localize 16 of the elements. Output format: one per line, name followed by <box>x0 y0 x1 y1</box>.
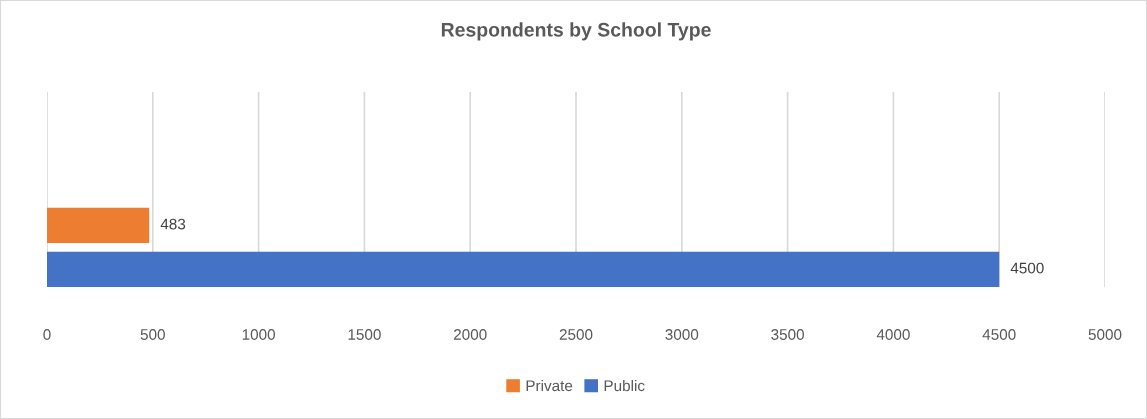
chart-title: Respondents by School Type <box>441 22 711 41</box>
x-tick-label: 1000 <box>242 329 275 340</box>
data-label: 483 <box>160 218 186 230</box>
x-tick-label: 2000 <box>453 329 487 340</box>
data-label: 4500 <box>1010 262 1044 274</box>
legend-label: Private <box>526 379 573 392</box>
x-tick-label: 4500 <box>982 329 1016 340</box>
x-tick-label: 3500 <box>771 329 804 340</box>
x-tick-label: 0 <box>43 329 51 340</box>
x-tick-label: 1500 <box>348 329 381 340</box>
x-tick-label: 3000 <box>665 329 699 340</box>
x-tick-label: 500 <box>140 329 165 340</box>
x-tick-label: 4000 <box>876 329 910 340</box>
x-tick-label: 5000 <box>1088 329 1122 340</box>
legend-label: Public <box>604 379 645 392</box>
x-tick-label: 2500 <box>559 329 593 340</box>
